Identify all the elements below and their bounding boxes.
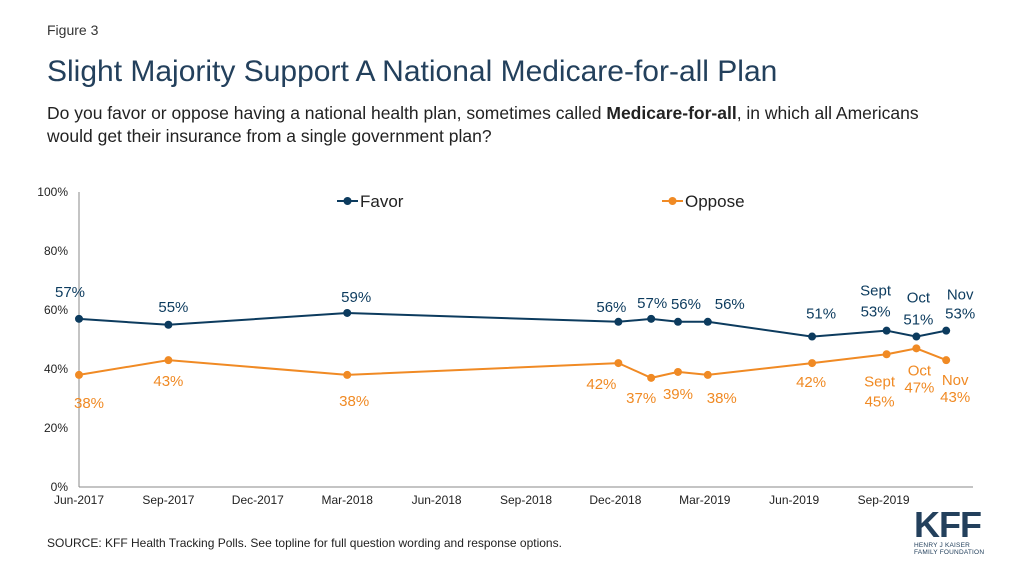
oppose-point xyxy=(703,370,712,379)
x-tick-label: Sep-2017 xyxy=(142,493,194,507)
oppose-month-label: Oct xyxy=(908,362,932,379)
oppose-data-label: 37% xyxy=(626,390,656,407)
oppose-point xyxy=(614,359,623,368)
favor-month-label: Nov xyxy=(947,287,974,304)
favor-point xyxy=(164,320,173,329)
source-note: SOURCE: KFF Health Tracking Polls. See t… xyxy=(47,536,562,550)
logo-mark: KFF xyxy=(914,504,982,545)
x-tick-label: Jun-2018 xyxy=(412,493,462,507)
favor-point xyxy=(75,314,83,323)
favor-point xyxy=(882,326,891,335)
x-tick-label: Jun-2017 xyxy=(54,493,104,507)
oppose-month-label: Sept xyxy=(864,373,896,390)
figure-label: Figure 3 xyxy=(47,22,99,38)
favor-month-label: Oct xyxy=(907,290,931,307)
oppose-point xyxy=(164,356,173,365)
y-tick-label: 40% xyxy=(44,362,68,376)
y-tick-label: 100% xyxy=(37,185,68,199)
oppose-point xyxy=(647,373,656,382)
oppose-point xyxy=(808,359,817,368)
oppose-data-label: 43% xyxy=(153,373,183,390)
favor-point xyxy=(808,332,817,341)
favor-data-label: 57% xyxy=(55,284,85,301)
favor-point xyxy=(647,314,656,323)
legend-marker-oppose xyxy=(668,197,677,205)
legend-marker-favor xyxy=(343,197,352,205)
oppose-point xyxy=(942,356,951,365)
favor-data-label: 51% xyxy=(806,306,836,323)
favor-data-label: 56% xyxy=(671,296,701,313)
x-tick-label: Mar-2018 xyxy=(322,493,374,507)
oppose-point xyxy=(343,370,352,379)
subtitle-text-end: , in which all Americans would get their… xyxy=(47,103,919,146)
favor-point xyxy=(343,308,352,317)
favor-data-label: 55% xyxy=(158,299,188,316)
logo-line-2: FAMILY FOUNDATION xyxy=(914,549,985,556)
x-tick-label: Dec-2018 xyxy=(589,493,641,507)
chart-subtitle: Do you favor or oppose having a national… xyxy=(47,102,947,148)
oppose-point xyxy=(673,367,682,376)
favor-point xyxy=(673,317,682,326)
oppose-point xyxy=(75,370,83,379)
favor-month-label: Sept xyxy=(860,283,892,300)
x-tick-label: Mar-2019 xyxy=(679,493,731,507)
oppose-data-label: 39% xyxy=(663,386,693,403)
oppose-point xyxy=(912,344,921,353)
favor-data-label: 57% xyxy=(637,295,667,312)
favor-point xyxy=(942,326,951,335)
favor-data-label: 56% xyxy=(596,299,626,316)
favor-point xyxy=(703,317,712,326)
x-tick-label: Dec-2017 xyxy=(232,493,284,507)
logo-line-1: HENRY J KAISER xyxy=(914,542,971,549)
x-tick-label: Jun-2019 xyxy=(769,493,819,507)
favor-data-label: 51% xyxy=(903,312,933,329)
y-tick-label: 0% xyxy=(51,480,69,494)
legend-label-favor: Favor xyxy=(360,192,404,211)
favor-point xyxy=(614,317,623,326)
oppose-data-label: 38% xyxy=(339,393,369,410)
y-tick-label: 80% xyxy=(44,244,68,258)
oppose-data-label: 42% xyxy=(796,374,826,391)
favor-point xyxy=(912,332,921,341)
oppose-data-label: 38% xyxy=(74,395,104,412)
kff-logo: KFF HENRY J KAISER FAMILY FOUNDATION xyxy=(914,504,988,557)
subtitle-bold-term: Medicare-for-all xyxy=(606,103,737,123)
subtitle-text-start: Do you favor or oppose having a national… xyxy=(47,103,607,123)
favor-data-label: 59% xyxy=(341,289,371,306)
oppose-data-label: 43% xyxy=(940,389,970,406)
x-tick-label: Sep-2019 xyxy=(858,493,910,507)
oppose-data-label: 38% xyxy=(707,390,737,407)
favor-data-label: 53% xyxy=(861,304,891,321)
legend-label-oppose: Oppose xyxy=(685,192,745,211)
oppose-data-label: 45% xyxy=(865,393,895,410)
oppose-month-label: Nov xyxy=(942,372,969,389)
favor-data-label: 56% xyxy=(715,296,745,313)
oppose-point xyxy=(882,350,891,359)
y-tick-label: 20% xyxy=(44,421,68,435)
oppose-data-label: 42% xyxy=(586,376,616,393)
chart-title: Slight Majority Support A National Medic… xyxy=(47,55,778,88)
favor-data-label: 53% xyxy=(945,306,975,323)
line-chart: 0% 20% 40% 60% 80% 100% Jun-2017 Sep-2017 Dec-20… xyxy=(37,185,975,507)
oppose-data-label: 47% xyxy=(904,379,934,396)
y-tick-label: 60% xyxy=(44,303,68,317)
x-tick-label: Sep-2018 xyxy=(500,493,552,507)
